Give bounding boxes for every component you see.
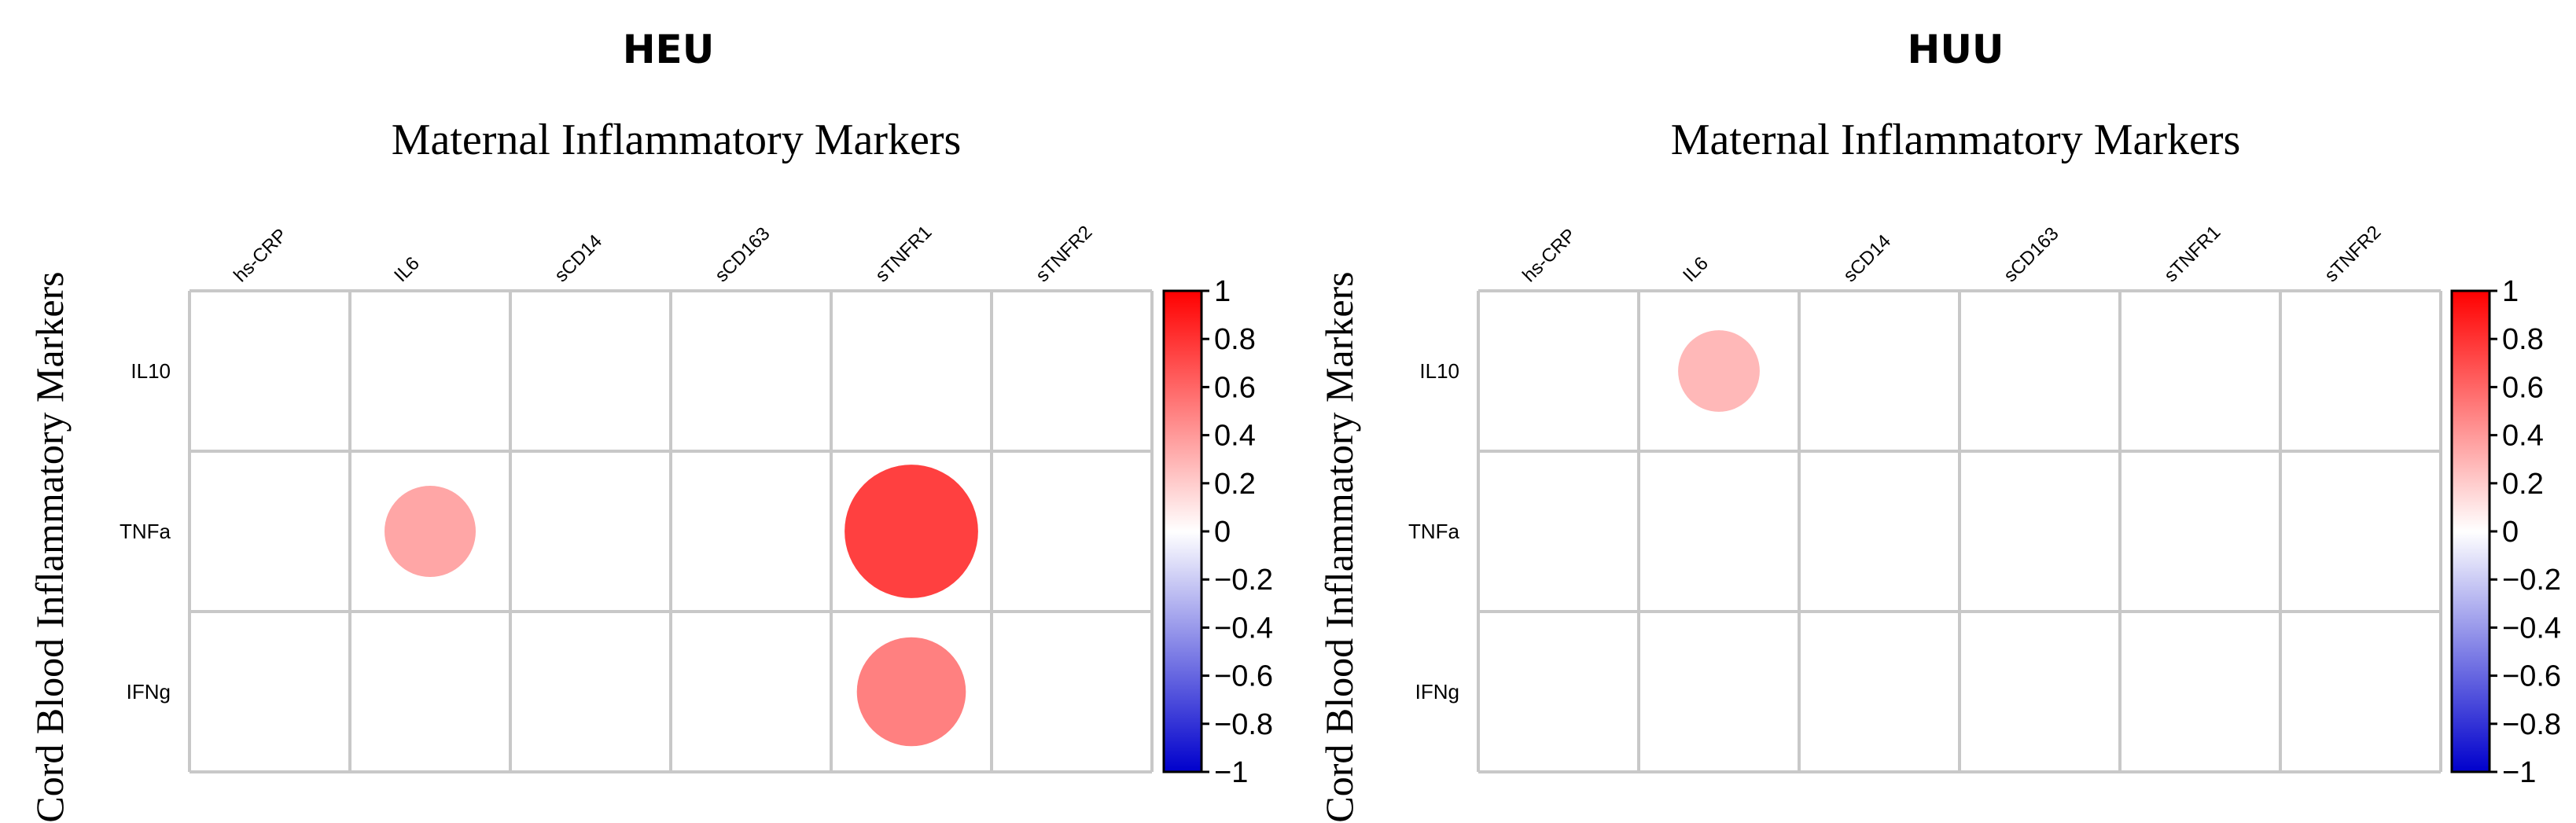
colorbar-tick-label: 0 xyxy=(2502,516,2519,549)
column-label: IL6 xyxy=(390,253,424,287)
correlation-circle-TNFa-IL6 xyxy=(385,486,476,577)
row-label: IL10 xyxy=(1419,359,1459,383)
row-label: TNFa xyxy=(120,520,171,543)
colorbar-tick-label: −0.4 xyxy=(2502,612,2561,645)
huu-panel: HUU Maternal Inflammatory Markers Cord Blo… xyxy=(1317,27,2561,823)
correlation-circle-IL10-IL6 xyxy=(1678,330,1760,412)
column-label: IL6 xyxy=(1679,253,1713,287)
column-label: sCD163 xyxy=(2000,223,2063,286)
colorbar-tick-label: −1 xyxy=(1214,756,1248,789)
colorbar-tick-label: 1 xyxy=(2502,275,2519,308)
row-label: IFNg xyxy=(1415,680,1459,704)
colorbar-tick-label: 0.8 xyxy=(2502,323,2544,356)
column-label: hs-CRP xyxy=(1518,225,1580,286)
colorbar-tick-label: 0.2 xyxy=(1214,468,1256,501)
colorbar-tick-label: 0.8 xyxy=(1214,323,1256,356)
panel-title: HUU xyxy=(1907,27,2004,72)
colorbar-tick-label: −0.6 xyxy=(2502,660,2561,693)
x-axis-title: Maternal Inflammatory Markers xyxy=(1671,116,2241,164)
column-label: sTNFR2 xyxy=(1032,222,1096,286)
correlation-circle-IFNg-sTNFR1 xyxy=(856,637,966,747)
column-label: hs-CRP xyxy=(230,225,291,286)
colorbar-tick-label: −0.8 xyxy=(2502,708,2561,741)
y-axis-title: Cord Blood Inflammatory Markers xyxy=(1317,271,1361,822)
colorbar-tick-label: 0.4 xyxy=(2502,420,2544,453)
colorbar-tick-label: 0.6 xyxy=(1214,371,1256,404)
colorbar-tick-label: 0 xyxy=(1214,516,1231,549)
panel-title: HEU xyxy=(623,27,715,72)
colorbar-tick-label: 0.6 xyxy=(2502,371,2544,404)
x-axis-title: Maternal Inflammatory Markers xyxy=(392,116,962,164)
column-label: sTNFR1 xyxy=(871,222,936,286)
heu-panel: HEU Maternal Inflammatory Markers Cord Blo… xyxy=(28,27,1273,823)
colorbar-tick-label: −0.2 xyxy=(2502,564,2561,597)
row-label: IL10 xyxy=(131,359,171,383)
row-label: TNFa xyxy=(1408,520,1460,543)
row-label: IFNg xyxy=(127,680,171,704)
colorbar-tick-label: −0.6 xyxy=(1214,660,1273,693)
column-label: sTNFR2 xyxy=(2320,222,2385,286)
colorbar-tick-label: 0.2 xyxy=(2502,468,2544,501)
colorbar xyxy=(2450,289,2491,773)
correlation-circle-TNFa-sTNFR1 xyxy=(845,465,978,598)
colorbar-tick-label: −0.2 xyxy=(1214,564,1273,597)
colorbar-tick-label: −0.4 xyxy=(1214,612,1273,645)
colorbar-tick-label: −0.8 xyxy=(1214,708,1273,741)
colorbar-tick-label: 1 xyxy=(1214,275,1231,308)
column-label: sTNFR1 xyxy=(2160,222,2225,286)
colorbar-tick-label: −1 xyxy=(2502,756,2536,789)
colorbar-tick-label: 0.4 xyxy=(1214,420,1256,453)
colorbar xyxy=(1162,289,1203,773)
y-axis-title: Cord Blood Inflammatory Markers xyxy=(28,271,72,822)
column-label: sCD14 xyxy=(550,230,606,286)
column-label: sCD163 xyxy=(711,223,774,286)
column-label: sCD14 xyxy=(1839,230,1895,286)
